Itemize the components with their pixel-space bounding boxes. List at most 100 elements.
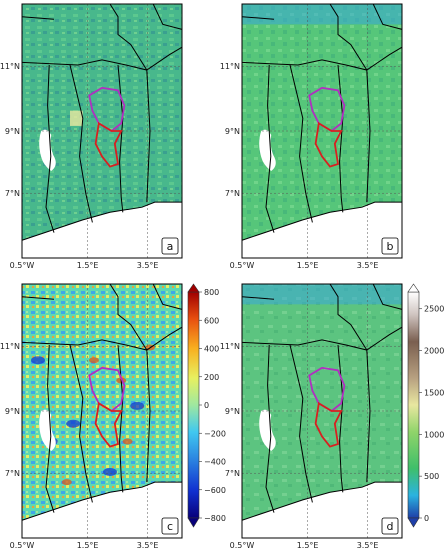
country-border <box>146 70 151 203</box>
lat-tick-label: 9°N <box>225 407 240 416</box>
country-border <box>109 283 148 351</box>
colorbar-tick-label: 200 <box>204 373 219 382</box>
upper-basin-outline <box>88 366 126 413</box>
country-border <box>366 350 371 483</box>
country-border <box>366 70 371 203</box>
country-border <box>21 296 55 300</box>
lat-tick-label: 11°N <box>0 342 20 351</box>
country-border <box>289 64 313 223</box>
ocean <box>242 202 402 258</box>
ocean <box>242 482 402 538</box>
lon-tick-label: 0.5°W <box>10 261 35 270</box>
lower-basin-outline <box>314 121 343 168</box>
country-border <box>337 64 344 213</box>
coastline <box>241 201 402 241</box>
upper-basin-outline <box>308 366 346 413</box>
lon-tick-label: 1.5°E <box>297 541 319 550</box>
country-border <box>329 3 368 71</box>
country-border <box>69 344 93 503</box>
lon-tick-label: 0.5°W <box>230 261 255 270</box>
colorbar-tick-label: 0 <box>424 514 429 523</box>
lat-tick-label: 11°N <box>220 342 240 351</box>
lat-tick-label: 7°N <box>5 469 20 478</box>
country-border <box>152 3 183 30</box>
highland-patch <box>39 409 56 451</box>
panel-label-d: d <box>381 517 399 535</box>
map-panel-c: c 11°N 9°N 7°N 0.5°W 1.5°E 3.5°E <box>0 283 183 550</box>
lon-tick-label: 3.5°E <box>357 261 379 270</box>
svg-text:c: c <box>167 520 173 533</box>
lat-tick-label: 7°N <box>5 189 20 198</box>
country-border <box>241 46 403 71</box>
country-border <box>21 16 55 20</box>
colorbar-tick-label: 2500 <box>424 305 444 314</box>
colorbar-elevation: 2500 2000 1500 1000 500 0 <box>407 283 444 528</box>
lat-tick-label: 11°N <box>220 62 240 71</box>
panel-label-c: c <box>161 517 179 535</box>
country-border <box>337 344 344 493</box>
highland-patch <box>259 129 276 171</box>
country-border <box>45 64 55 233</box>
map-panel-d: d 11°N 9°N 7°N 0.5°W 1.5°E 3.5°E <box>220 283 403 550</box>
colorbar-tick-label: 400 <box>204 345 219 354</box>
lat-tick-label: 7°N <box>225 189 240 198</box>
lat-tick-label: 11°N <box>0 62 20 71</box>
highland-patch <box>259 409 276 451</box>
country-border <box>45 344 55 513</box>
colorbar-tick-label: −400 <box>204 458 226 467</box>
lat-tick-label: 9°N <box>225 127 240 136</box>
colorbar-tick-label: 800 <box>204 288 219 297</box>
country-border <box>69 64 93 223</box>
country-border <box>21 326 183 351</box>
lon-tick-label: 3.5°E <box>137 261 159 270</box>
country-border <box>289 344 313 503</box>
panel-label-a: a <box>161 237 179 255</box>
country-border <box>265 64 275 233</box>
colorbar-tick-label: 1500 <box>424 388 444 397</box>
country-border <box>109 3 148 71</box>
map-panel-a: a 11°N 9°N 7°N 0.5°W 1.5°E 3.5°E <box>0 3 183 270</box>
country-border <box>146 350 151 483</box>
colorbar-tick-label: 600 <box>204 316 219 325</box>
lon-tick-label: 3.5°E <box>137 541 159 550</box>
country-border <box>117 64 124 213</box>
colorbar-tick-label: 1000 <box>424 430 444 439</box>
lower-basin-outline <box>94 121 123 168</box>
colorbar-tick-label: 0 <box>204 401 209 410</box>
coastline <box>21 481 182 521</box>
colorbar-tick-label: −600 <box>204 486 226 495</box>
ocean <box>22 482 182 538</box>
svg-text:a: a <box>167 240 174 253</box>
country-border <box>152 283 183 310</box>
country-border <box>241 326 403 351</box>
map-panel-b: b 11°N 9°N 7°N 0.5°W 1.5°E 3.5°E <box>220 3 403 270</box>
country-border <box>265 344 275 513</box>
lon-tick-label: 1.5°E <box>77 541 99 550</box>
upper-basin-outline <box>88 86 126 133</box>
coastline <box>241 481 402 521</box>
lat-tick-label: 7°N <box>225 469 240 478</box>
colorbar-tick-label: −200 <box>204 429 226 438</box>
lat-tick-label: 9°N <box>5 407 20 416</box>
upper-basin-outline <box>308 86 346 133</box>
country-border <box>21 46 183 71</box>
lower-basin-outline <box>94 401 123 448</box>
colorbar-tick-label: 2000 <box>424 347 444 356</box>
lon-tick-label: 3.5°E <box>357 541 379 550</box>
lon-tick-label: 1.5°E <box>77 261 99 270</box>
country-border <box>372 283 403 310</box>
colorbar-difference: 800 600 400 200 0 −200 −400 −600 −800 <box>187 283 226 528</box>
lon-tick-label: 1.5°E <box>297 261 319 270</box>
country-border <box>241 296 275 300</box>
colorbar-tick-label: 500 <box>424 472 439 481</box>
lon-tick-label: 0.5°W <box>230 541 255 550</box>
coastline <box>21 201 182 241</box>
svg-text:d: d <box>387 520 394 533</box>
highland-patch <box>39 129 56 171</box>
lat-tick-label: 9°N <box>5 127 20 136</box>
country-border <box>372 3 403 30</box>
lower-basin-outline <box>314 401 343 448</box>
colorbar-tick-label: −800 <box>204 514 226 523</box>
lon-tick-label: 0.5°W <box>10 541 35 550</box>
